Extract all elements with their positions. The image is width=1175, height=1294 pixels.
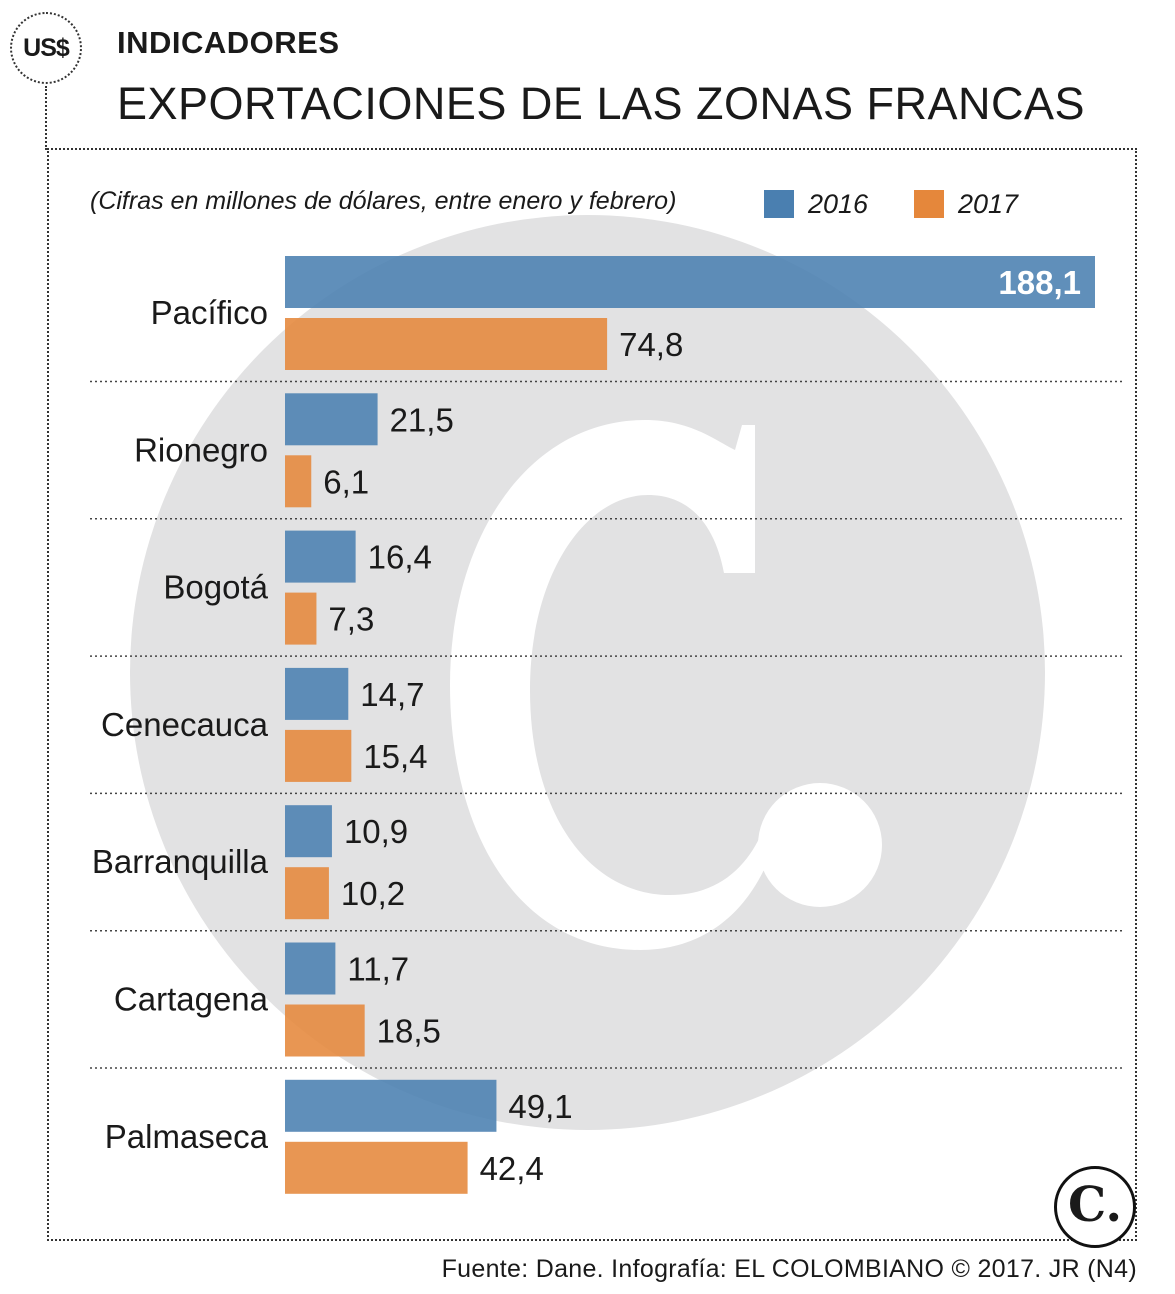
badge-connector (45, 86, 47, 150)
source-credit: Fuente: Dane. Infografía: EL COLOMBIANO … (441, 1255, 1137, 1283)
category-label: Cenecauca (101, 706, 269, 743)
bar-2017 (285, 729, 352, 782)
bar-2017 (285, 318, 608, 370)
bar-2016 (285, 256, 1095, 308)
category-label: Barranquilla (92, 843, 269, 880)
legend-swatch-2017 (914, 190, 944, 218)
chart-subtitle: (Cifras en millones de dólares, entre en… (90, 187, 677, 215)
bar-2016 (285, 530, 356, 583)
chart-frame (47, 148, 1137, 1241)
value-label: 18,5 (377, 1013, 441, 1050)
category-label: Cartagena (114, 981, 269, 1018)
legend-label-2016: 2016 (808, 188, 869, 219)
section-kicker: INDICADORES (117, 25, 340, 60)
legend-label-2017: 2017 (958, 188, 1019, 219)
bar-2017 (285, 867, 329, 920)
currency-badge-icon: US$ (10, 12, 82, 84)
value-label: 11,7 (347, 951, 409, 988)
bar-2016 (285, 805, 332, 858)
value-label: 21,5 (390, 401, 454, 438)
value-label: 74,8 (619, 326, 683, 363)
publisher-seal-icon: C. (1054, 1166, 1136, 1248)
category-label: Palmaseca (105, 1118, 269, 1155)
legend-item-2017: 2017 (914, 188, 1018, 220)
value-label: 6,1 (323, 463, 369, 500)
bar-2016 (285, 1079, 497, 1132)
category-label: Bogotá (163, 569, 268, 606)
legend-item-2016: 2016 (764, 188, 868, 220)
bar-2017 (285, 1141, 468, 1194)
page-title: EXPORTACIONES DE LAS ZONAS FRANCAS (117, 78, 1086, 129)
value-label: 10,2 (341, 875, 405, 912)
value-label: 7,3 (328, 601, 374, 638)
category-label: Pacífico (151, 294, 268, 331)
bar-2017 (285, 455, 312, 508)
value-label: 49,1 (508, 1088, 572, 1125)
bar-2016 (285, 942, 336, 995)
bar-2016 (285, 667, 349, 720)
category-label: Rionegro (134, 431, 268, 468)
value-label: 15,4 (363, 738, 427, 775)
value-label: 10,9 (344, 813, 408, 850)
bar-2016 (285, 393, 378, 446)
legend-swatch-2016 (764, 190, 794, 218)
value-label: 188,1 (998, 264, 1081, 301)
value-label: 16,4 (368, 539, 432, 576)
value-label: 42,4 (480, 1150, 544, 1187)
bar-2017 (285, 1004, 365, 1057)
bar-2017 (285, 592, 317, 645)
value-label: 14,7 (360, 676, 424, 713)
